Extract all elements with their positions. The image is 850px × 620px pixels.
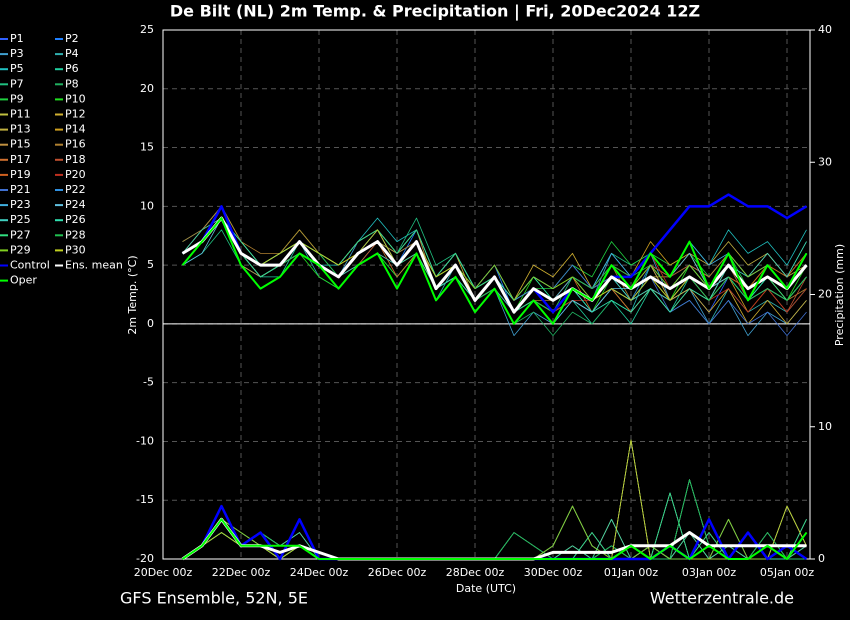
legend-label: P3 (10, 47, 24, 60)
x-tick-label: 26Dec 00z (368, 566, 427, 579)
x-tick-label: 01Jan 00z (604, 566, 658, 579)
legend-label: P12 (65, 108, 86, 121)
y-tick-label: -20 (136, 552, 154, 565)
legend-label: P19 (10, 168, 31, 181)
legend-label: P7 (10, 77, 24, 90)
legend-label: P26 (65, 213, 86, 226)
legend-label: P20 (65, 168, 86, 181)
legend-label: P27 (10, 228, 31, 241)
y-tick-label: 25 (140, 23, 154, 36)
y-tick-label: 20 (140, 82, 154, 95)
source-left: GFS Ensemble, 52N, 5E (120, 589, 308, 608)
x-tick-label: 22Dec 00z (212, 566, 271, 579)
y2-axis-label: Precipitation (mm) (833, 244, 846, 346)
legend-label: P16 (65, 138, 86, 151)
legend-label: P5 (10, 62, 24, 75)
x-tick-label: 30Dec 00z (524, 566, 583, 579)
legend-label: P23 (10, 198, 31, 211)
legend-label: P24 (65, 198, 86, 211)
y-tick-label: 0 (147, 317, 154, 330)
y-tick-label: 5 (147, 258, 154, 271)
y2-tick-label: 0 (818, 552, 825, 565)
chart-title: De Bilt (NL) 2m Temp. & Precipitation | … (170, 2, 700, 22)
legend-label: P30 (65, 243, 86, 256)
legend-label: P17 (10, 153, 31, 166)
y2-tick-label: 10 (818, 420, 832, 433)
y2-tick-label: 30 (818, 155, 832, 168)
x-tick-label: 03Jan 00z (682, 566, 736, 579)
legend-label: P22 (65, 183, 86, 196)
y-tick-label: 10 (140, 199, 154, 212)
temp-line (181, 217, 808, 325)
legend-label: P13 (10, 123, 31, 136)
legend-label: P10 (65, 92, 86, 105)
y-tick-label: 15 (140, 141, 154, 154)
legend-label: P29 (10, 243, 31, 256)
legend-label: P28 (65, 228, 86, 241)
legend-label: P25 (10, 213, 31, 226)
y-tick-label: -5 (143, 376, 154, 389)
y-tick-label: -10 (136, 434, 154, 447)
legend-label: P18 (65, 153, 86, 166)
source-right: Wetterzentrale.de (650, 589, 794, 608)
y2-tick-label: 40 (818, 23, 832, 36)
x-tick-label: 24Dec 00z (290, 566, 349, 579)
x-axis-label: Date (UTC) (456, 582, 516, 595)
x-tick-label: 20Dec 00z (134, 566, 193, 579)
y2-tick-label: 20 (818, 288, 832, 301)
x-tick-label: 28Dec 00z (446, 566, 505, 579)
legend-label: Oper (10, 274, 37, 287)
legend-label: P15 (10, 138, 31, 151)
legend-label: Ens. mean (65, 259, 123, 272)
legend-label: P8 (65, 77, 79, 90)
legend-label: P2 (65, 32, 79, 45)
x-tick-label: 05Jan 00z (760, 566, 814, 579)
temp-line (181, 216, 808, 314)
legend-label: Control (10, 259, 50, 272)
y-tick-label: -15 (136, 493, 154, 506)
legend-label: P6 (65, 62, 79, 75)
y-axis-label: 2m Temp. (°C) (126, 255, 139, 334)
legend-label: P11 (10, 108, 31, 121)
legend-label: P1 (10, 32, 24, 45)
legend-label: P4 (65, 47, 79, 60)
precip-line (181, 518, 808, 560)
legend-label: P21 (10, 183, 31, 196)
legend-label: P9 (10, 92, 24, 105)
legend-label: P14 (65, 123, 86, 136)
